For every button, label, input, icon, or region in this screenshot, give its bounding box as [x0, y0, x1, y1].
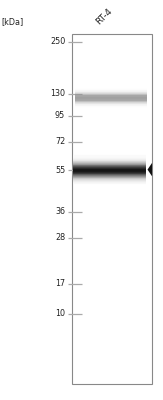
Text: RT-4: RT-4 — [94, 6, 114, 26]
Text: 95: 95 — [55, 112, 65, 120]
Text: 10: 10 — [55, 310, 65, 318]
Text: 130: 130 — [50, 90, 65, 98]
Text: 72: 72 — [55, 138, 65, 146]
Polygon shape — [148, 163, 152, 176]
Text: [kDa]: [kDa] — [2, 18, 24, 26]
Text: 55: 55 — [55, 166, 65, 174]
Text: 17: 17 — [55, 280, 65, 288]
Text: 36: 36 — [55, 208, 65, 216]
Text: 28: 28 — [55, 234, 65, 242]
Text: 250: 250 — [50, 38, 65, 46]
Bar — [72, 34, 152, 384]
